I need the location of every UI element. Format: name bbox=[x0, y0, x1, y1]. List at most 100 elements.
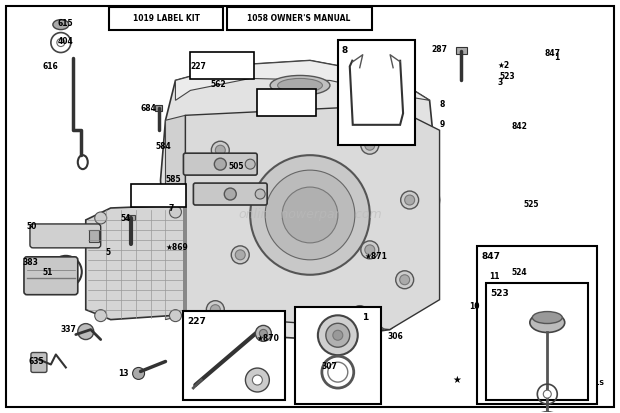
Text: 684: 684 bbox=[141, 104, 156, 113]
Text: ★869: ★869 bbox=[166, 243, 188, 252]
FancyBboxPatch shape bbox=[30, 224, 100, 248]
Text: 8: 8 bbox=[342, 46, 348, 55]
FancyBboxPatch shape bbox=[24, 257, 78, 295]
Text: 635: 635 bbox=[29, 358, 45, 366]
Circle shape bbox=[255, 189, 265, 199]
Circle shape bbox=[206, 301, 224, 318]
Text: * REQUIRES SPECIAL TOOLS
TO INSTALL. SEE REPAIR
INSTRUCTION MANUAL.: * REQUIRES SPECIAL TOOLS TO INSTALL. SEE… bbox=[500, 380, 604, 400]
Text: 847: 847 bbox=[544, 49, 560, 57]
Text: 8: 8 bbox=[440, 100, 445, 109]
Text: 615: 615 bbox=[58, 19, 74, 28]
Text: 5: 5 bbox=[105, 248, 111, 257]
Circle shape bbox=[235, 250, 246, 260]
Circle shape bbox=[169, 310, 182, 322]
Text: 50: 50 bbox=[27, 222, 37, 231]
Circle shape bbox=[365, 140, 374, 150]
Text: 524: 524 bbox=[512, 268, 527, 277]
Text: 1: 1 bbox=[554, 52, 559, 62]
Text: 383: 383 bbox=[23, 258, 39, 267]
Ellipse shape bbox=[533, 412, 561, 413]
Circle shape bbox=[355, 310, 365, 320]
Bar bbox=[226, 7, 372, 29]
Text: 337: 337 bbox=[61, 325, 77, 334]
Text: 227: 227 bbox=[187, 318, 206, 326]
Circle shape bbox=[282, 187, 338, 243]
Circle shape bbox=[318, 315, 358, 355]
Circle shape bbox=[215, 145, 225, 155]
Text: 9: 9 bbox=[440, 120, 445, 129]
Text: 7: 7 bbox=[169, 204, 174, 213]
Text: 1: 1 bbox=[362, 313, 368, 322]
Circle shape bbox=[401, 191, 419, 209]
Circle shape bbox=[365, 245, 374, 255]
Polygon shape bbox=[86, 205, 185, 320]
Text: 306: 306 bbox=[388, 332, 404, 341]
Text: 11: 11 bbox=[489, 272, 500, 281]
Text: 523: 523 bbox=[490, 289, 509, 298]
Bar bbox=[257, 89, 316, 116]
Bar bbox=[89, 230, 99, 242]
Circle shape bbox=[396, 271, 414, 289]
Bar bbox=[184, 207, 187, 317]
Text: 3: 3 bbox=[497, 78, 503, 88]
Bar bbox=[154, 105, 162, 112]
Text: ★2: ★2 bbox=[497, 60, 510, 69]
Text: 584: 584 bbox=[156, 142, 171, 151]
Text: 1019 LABEL KIT: 1019 LABEL KIT bbox=[133, 14, 200, 23]
Circle shape bbox=[326, 323, 350, 347]
Ellipse shape bbox=[365, 103, 395, 121]
Text: ★870: ★870 bbox=[256, 334, 279, 342]
Text: 616: 616 bbox=[43, 62, 59, 71]
Circle shape bbox=[95, 310, 107, 322]
Text: 307: 307 bbox=[322, 363, 338, 371]
Polygon shape bbox=[166, 115, 185, 320]
Text: 227: 227 bbox=[190, 62, 206, 71]
Circle shape bbox=[211, 141, 229, 159]
Circle shape bbox=[265, 170, 355, 260]
Circle shape bbox=[255, 325, 272, 342]
Circle shape bbox=[246, 368, 269, 392]
Text: 404: 404 bbox=[58, 37, 74, 45]
Bar bbox=[294, 307, 381, 404]
Bar bbox=[184, 311, 285, 400]
Text: ★: ★ bbox=[452, 375, 461, 385]
Text: 505: 505 bbox=[228, 162, 244, 171]
Circle shape bbox=[361, 136, 379, 154]
Text: 525: 525 bbox=[523, 200, 539, 209]
Bar bbox=[456, 47, 467, 54]
Ellipse shape bbox=[270, 76, 330, 95]
Bar bbox=[190, 52, 254, 79]
Circle shape bbox=[78, 324, 94, 339]
Circle shape bbox=[361, 241, 379, 259]
Text: 287: 287 bbox=[432, 45, 448, 54]
Text: 842: 842 bbox=[512, 122, 527, 131]
Text: ★871: ★871 bbox=[365, 252, 388, 261]
Circle shape bbox=[252, 375, 262, 385]
Polygon shape bbox=[175, 60, 430, 100]
FancyBboxPatch shape bbox=[193, 183, 267, 205]
Circle shape bbox=[333, 358, 347, 373]
Circle shape bbox=[543, 390, 551, 398]
Bar bbox=[109, 7, 223, 29]
Ellipse shape bbox=[53, 20, 69, 30]
Circle shape bbox=[169, 206, 182, 218]
Circle shape bbox=[250, 155, 370, 275]
Ellipse shape bbox=[278, 78, 322, 93]
Text: 847: 847 bbox=[482, 252, 501, 261]
Text: 54: 54 bbox=[121, 214, 131, 223]
Circle shape bbox=[351, 306, 369, 324]
Bar bbox=[338, 40, 415, 145]
Circle shape bbox=[224, 188, 236, 200]
Bar bbox=[486, 282, 588, 400]
Circle shape bbox=[57, 38, 65, 47]
Text: 1058 OWNER'S MANUAL: 1058 OWNER'S MANUAL bbox=[247, 14, 351, 23]
Circle shape bbox=[246, 159, 255, 169]
Ellipse shape bbox=[371, 107, 389, 117]
FancyBboxPatch shape bbox=[184, 153, 257, 175]
Circle shape bbox=[133, 368, 144, 380]
Circle shape bbox=[231, 246, 249, 264]
Circle shape bbox=[95, 212, 107, 224]
Circle shape bbox=[215, 158, 226, 170]
Circle shape bbox=[489, 301, 494, 308]
Text: 10: 10 bbox=[469, 301, 480, 311]
